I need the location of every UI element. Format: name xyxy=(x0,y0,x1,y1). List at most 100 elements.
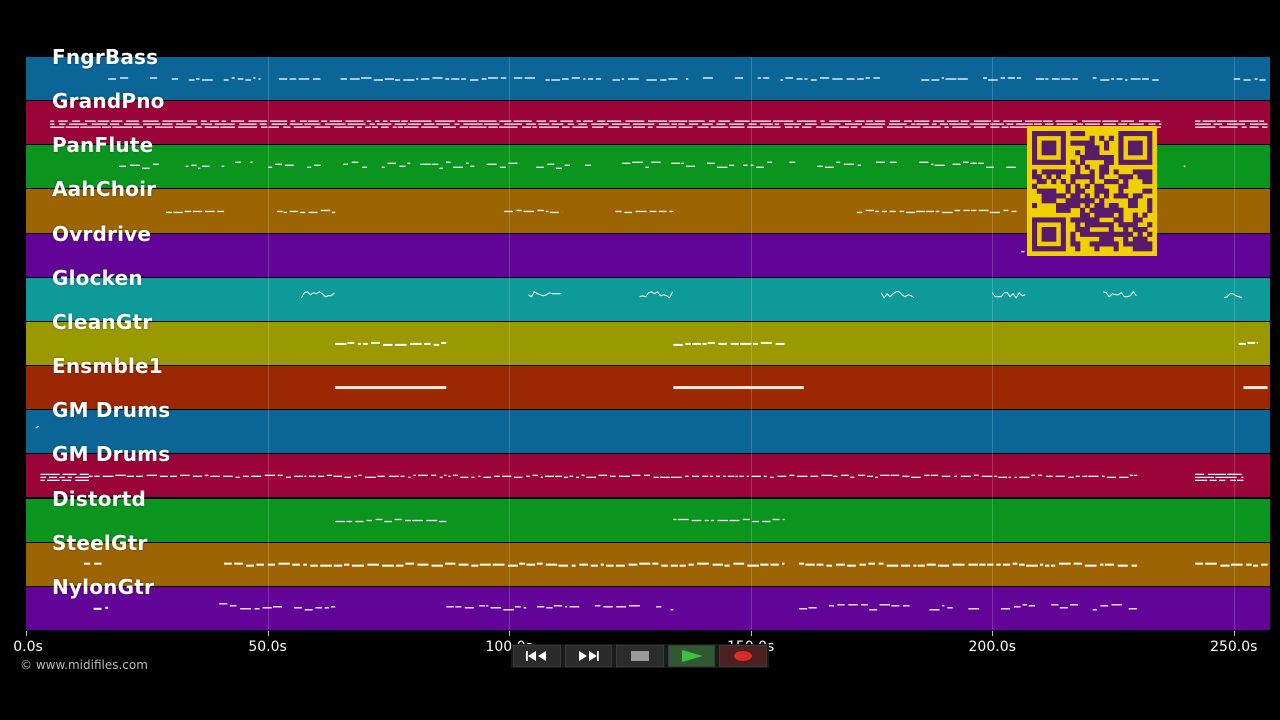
qr-module xyxy=(1123,174,1129,180)
qr-module xyxy=(1089,241,1095,247)
qr-module xyxy=(1094,150,1100,156)
qr-module xyxy=(1142,212,1148,218)
qr-module xyxy=(1089,198,1095,204)
track-lane[interactable]: NylonGtr xyxy=(26,575,1270,631)
qr-module xyxy=(1084,174,1090,180)
qr-module xyxy=(1046,174,1052,180)
qr-module xyxy=(1051,231,1057,237)
track-lane[interactable]: GM Drums xyxy=(26,442,1270,499)
qr-module xyxy=(1080,212,1086,218)
qr-module xyxy=(1060,135,1066,141)
tick-mark xyxy=(26,631,27,636)
qr-module xyxy=(1123,159,1129,165)
qr-module xyxy=(1108,203,1114,209)
track-lane[interactable]: CleanGtr xyxy=(26,310,1270,367)
qr-module xyxy=(1094,155,1100,161)
qr-module xyxy=(1099,169,1105,175)
qr-module xyxy=(1118,222,1124,228)
fast-forward-button[interactable] xyxy=(564,645,613,667)
qr-module xyxy=(1147,203,1153,209)
rewind-button[interactable] xyxy=(513,645,561,667)
qr-module xyxy=(1084,212,1090,218)
qr-module xyxy=(1099,174,1105,180)
qr-module xyxy=(1032,150,1038,156)
qr-module xyxy=(1032,222,1038,228)
qr-module xyxy=(1041,131,1047,137)
qr-module xyxy=(1051,145,1057,151)
qr-module xyxy=(1128,140,1134,146)
qr-module xyxy=(1032,236,1038,242)
qr-module xyxy=(1032,246,1038,252)
track-lane[interactable]: SteelGtr xyxy=(26,531,1270,587)
tick-mark xyxy=(267,631,269,636)
qr-module xyxy=(1108,241,1114,247)
qr-module xyxy=(1108,207,1114,213)
stop-button[interactable] xyxy=(616,645,664,667)
qr-module xyxy=(1113,193,1119,199)
record-button[interactable] xyxy=(719,645,767,667)
qr-module xyxy=(1099,155,1105,161)
track-label: AahChoir xyxy=(52,177,157,202)
qr-module xyxy=(1075,183,1081,189)
qr-module xyxy=(1046,217,1052,223)
qr-module xyxy=(1046,188,1052,194)
qr-module xyxy=(1051,227,1057,233)
qr-module xyxy=(1080,217,1086,223)
qr-module xyxy=(1084,140,1090,146)
track-lane[interactable]: FngrBass xyxy=(26,45,1270,102)
qr-module xyxy=(1094,145,1100,151)
track-label: FngrBass xyxy=(52,45,159,69)
qr-module xyxy=(1108,159,1114,165)
qr-module xyxy=(1084,222,1090,228)
qr-module xyxy=(1132,212,1138,218)
qr-module xyxy=(1118,131,1124,137)
qr-module xyxy=(1084,227,1090,233)
qr-module xyxy=(1147,159,1153,165)
qr-module xyxy=(1118,183,1124,189)
play-button[interactable] xyxy=(667,645,716,667)
qr-module xyxy=(1104,241,1110,247)
qr-module xyxy=(1123,222,1129,228)
qr-module xyxy=(1094,241,1100,247)
qr-module xyxy=(1094,188,1100,194)
qr-module xyxy=(1075,222,1081,228)
qr-module xyxy=(1051,140,1057,146)
track-lane[interactable]: Glocken xyxy=(26,266,1270,322)
qr-module xyxy=(1075,174,1081,180)
qr-module xyxy=(1060,207,1066,213)
qr-module xyxy=(1051,179,1057,185)
qr-module xyxy=(1132,246,1138,252)
qr-module xyxy=(1142,131,1148,137)
qr-module xyxy=(1032,231,1038,237)
qr-module xyxy=(1147,198,1153,204)
tick-mark xyxy=(750,631,752,636)
qr-module xyxy=(1060,169,1066,175)
qr-module xyxy=(1142,227,1148,233)
qr-module xyxy=(1089,231,1095,237)
qr-module xyxy=(1084,193,1090,199)
track-lane[interactable]: GM Drums xyxy=(26,398,1270,455)
track-lane[interactable]: Distortd xyxy=(26,487,1270,543)
qr-module xyxy=(1032,169,1038,175)
qr-module xyxy=(1118,193,1124,199)
qr-module xyxy=(1084,164,1090,170)
qr-code[interactable] xyxy=(1027,126,1157,256)
qr-module xyxy=(1132,222,1138,228)
qr-module xyxy=(1056,246,1062,252)
qr-module xyxy=(1075,241,1081,247)
qr-module xyxy=(1137,169,1143,175)
qr-module xyxy=(1118,174,1124,180)
rewind-icon xyxy=(524,649,550,663)
qr-module xyxy=(1041,150,1047,156)
qr-module xyxy=(1075,150,1081,156)
track-lane[interactable]: Ensmble1 xyxy=(26,354,1270,411)
track-label: SteelGtr xyxy=(52,530,148,555)
qr-module xyxy=(1104,164,1110,170)
qr-module xyxy=(1041,169,1047,175)
qr-module xyxy=(1142,188,1148,194)
qr-module xyxy=(1118,145,1124,151)
qr-module xyxy=(1084,155,1090,161)
qr-module xyxy=(1108,222,1114,228)
qr-module xyxy=(1075,198,1081,204)
